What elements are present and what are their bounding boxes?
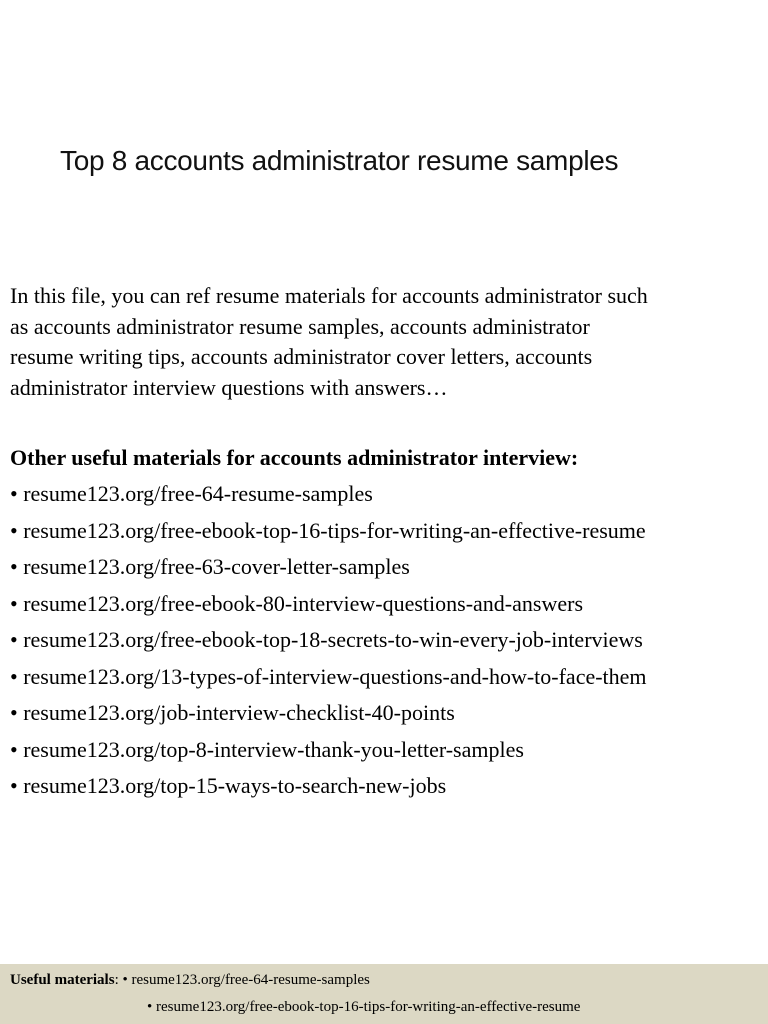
intro-line: resume writing tips, accounts administra… <box>10 344 593 369</box>
list-item[interactable]: • resume123.org/top-15-ways-to-search-ne… <box>10 773 447 798</box>
materials-list: • resume123.org/free-64-resume-samples •… <box>10 479 647 808</box>
link[interactable]: resume123.org/13-types-of-interview-ques… <box>23 663 647 689</box>
list-item[interactable]: • resume123.org/top-8-interview-thank-yo… <box>10 736 524 762</box>
intro-line: as accounts administrator resume samples… <box>10 313 590 339</box>
list-item[interactable]: • resume123.org/free-ebook-top-16-tips-f… <box>10 517 646 543</box>
link[interactable]: resume123.org/free-ebook-top-16-tips-for… <box>23 517 646 543</box>
link[interactable]: resume123.org/free-63-cover-letter-sampl… <box>23 554 410 579</box>
list-item[interactable]: • resume123.org/job-interview-checklist-… <box>10 700 455 725</box>
intro-line: administrator interview questions with a… <box>10 374 448 400</box>
list-item[interactable]: • resume123.org/free-ebook-top-18-secret… <box>10 627 643 652</box>
footer-link[interactable]: resume123.org/free-64-resume-samples <box>131 972 370 988</box>
footer-label: Useful materials <box>10 972 115 988</box>
list-item[interactable]: • resume123.org/13-types-of-interview-qu… <box>10 663 647 689</box>
link[interactable]: resume123.org/top-15-ways-to-search-new-… <box>23 773 447 798</box>
materials-heading: Other useful materials for accounts admi… <box>10 445 579 470</box>
link[interactable]: resume123.org/free-ebook-top-18-secrets-… <box>23 627 643 652</box>
intro-paragraph: In this file, you can ref resume materia… <box>10 281 768 403</box>
list-item[interactable]: • resume123.org/free-ebook-80-interview-… <box>10 590 583 616</box>
footer-bar: Useful materials: • resume123.org/free-6… <box>0 964 768 1024</box>
link[interactable]: resume123.org/job-interview-checklist-40… <box>23 700 455 725</box>
link[interactable]: resume123.org/top-8-interview-thank-you-… <box>23 736 524 762</box>
list-item[interactable]: • resume123.org/free-64-resume-samples <box>10 481 373 506</box>
footer-line: Useful materials: • resume123.org/free-6… <box>10 972 370 988</box>
page-title: Top 8 accounts administrator resume samp… <box>60 145 619 176</box>
list-item[interactable]: • resume123.org/free-63-cover-letter-sam… <box>10 554 410 579</box>
link[interactable]: resume123.org/free-ebook-80-interview-qu… <box>23 590 583 616</box>
intro-line: In this file, you can ref resume materia… <box>10 283 648 308</box>
footer-line: • resume123.org/free-ebook-top-16-tips-f… <box>147 999 581 1015</box>
footer-link[interactable]: resume123.org/free-ebook-top-16-tips-for… <box>156 999 581 1015</box>
link[interactable]: resume123.org/free-64-resume-samples <box>23 481 373 506</box>
